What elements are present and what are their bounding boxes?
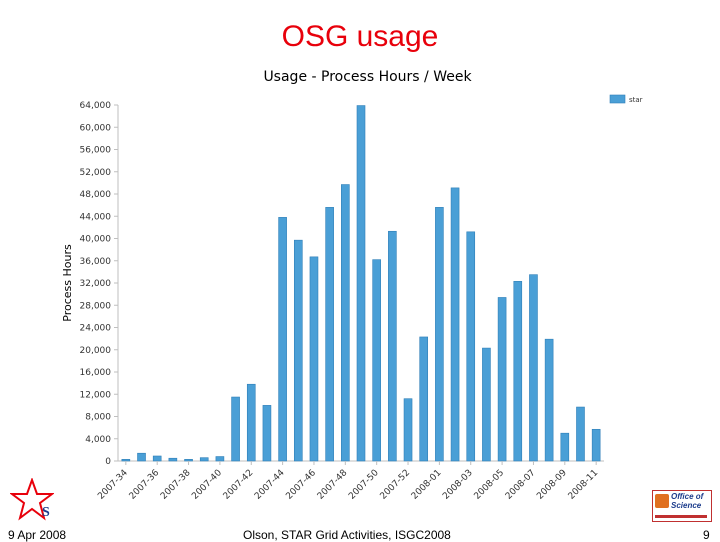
bar: [497, 297, 507, 462]
bar: [184, 459, 193, 462]
bar: [231, 396, 240, 462]
bar: [450, 187, 460, 462]
y-tick-label: 0: [105, 457, 111, 467]
footer-presentation: Olson, STAR Grid Activities, ISGC2008: [243, 528, 451, 542]
y-axis-title: Process Hours: [61, 244, 74, 322]
bar: [356, 105, 366, 462]
bar: [544, 338, 554, 462]
x-tick-label: 2007-42: [222, 468, 256, 502]
x-tick-label: 2008-01: [410, 468, 444, 502]
office-of-science-logo: Office of Science: [652, 490, 712, 522]
bar: [262, 405, 272, 462]
legend-label: star: [629, 96, 643, 104]
y-tick-label: 8,000: [85, 413, 111, 423]
y-tick-label: 32,000: [80, 279, 112, 289]
bar: [278, 217, 287, 462]
x-tick-label: 2008-09: [535, 468, 569, 502]
bar: [341, 184, 350, 462]
chart-title: Usage - Process Hours / Week: [263, 69, 472, 85]
bar: [168, 457, 178, 462]
bar: [199, 457, 209, 462]
y-tick-label: 20,000: [80, 346, 112, 356]
x-tick-label: 2007-40: [190, 468, 224, 502]
x-tick-label: 2008-03: [441, 468, 475, 502]
star-logo: S: [10, 478, 54, 521]
y-tick-label: 36,000: [80, 257, 112, 267]
bar: [482, 347, 491, 462]
y-tick-label: 44,000: [80, 212, 112, 222]
bar: [246, 383, 256, 462]
x-tick-label: 2007-50: [347, 468, 381, 502]
bar: [466, 231, 476, 462]
y-tick-label: 52,000: [80, 168, 112, 178]
bar: [137, 452, 146, 462]
office-logo-text: Office of Science: [671, 492, 704, 510]
bar: [419, 336, 429, 462]
y-tick-label: 12,000: [80, 390, 112, 400]
bar: [121, 459, 131, 462]
x-tick-label: 2007-46: [284, 468, 318, 502]
office-logo-mark: [655, 494, 669, 508]
x-tick-label: 2007-34: [96, 468, 130, 502]
bar: [372, 259, 381, 462]
bar: [215, 456, 225, 462]
y-tick-label: 56,000: [80, 146, 112, 156]
bar: [152, 455, 162, 462]
bar: [513, 281, 523, 462]
footer-date: 9 Apr 2008: [8, 528, 67, 542]
bar: [388, 230, 397, 462]
y-tick-label: 64,000: [80, 101, 112, 111]
y-tick-label: 16,000: [80, 368, 112, 378]
y-tick-label: 4,000: [85, 435, 111, 445]
office-logo-bar: [655, 515, 707, 518]
x-tick-label: 2008-07: [504, 468, 538, 502]
x-tick-label: 2007-44: [253, 468, 287, 502]
x-tick-label: 2007-48: [316, 468, 350, 502]
bar: [293, 239, 303, 462]
x-tick-label: 2008-11: [567, 468, 601, 502]
bar: [435, 207, 444, 462]
bar: [576, 406, 585, 462]
legend-swatch: [609, 94, 626, 104]
x-tick-label: 2007-52: [378, 468, 412, 502]
page-number: 9: [703, 528, 710, 542]
y-tick-label: 48,000: [80, 190, 112, 200]
x-tick-label: 2007-38: [159, 468, 193, 502]
y-tick-label: 40,000: [80, 235, 112, 245]
bar: [529, 274, 538, 462]
bar: [403, 398, 413, 462]
bar: [325, 207, 334, 462]
svg-text:S: S: [42, 505, 50, 520]
y-tick-label: 28,000: [80, 301, 112, 311]
y-tick-label: 24,000: [80, 324, 112, 334]
x-tick-label: 2008-05: [473, 468, 507, 502]
bar: [591, 428, 601, 462]
y-tick-label: 60,000: [80, 123, 112, 133]
slide-title: OSG usage: [281, 20, 439, 53]
x-tick-label: 2007-36: [128, 468, 162, 502]
bar: [309, 256, 319, 462]
bar: [560, 432, 570, 462]
